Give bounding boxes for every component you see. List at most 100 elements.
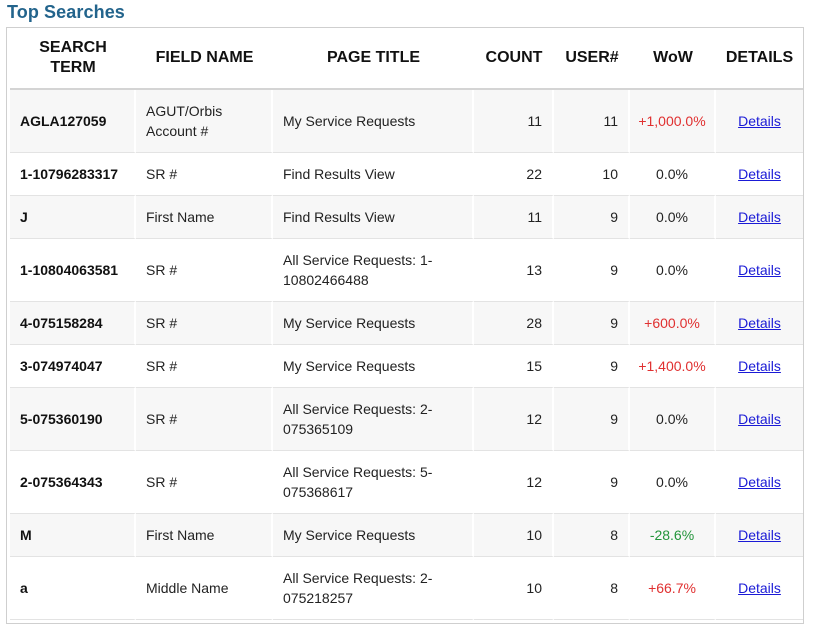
page-title-cell: All Service Requests: 1-10802466488 [273,239,474,302]
wow-cell: 0.0% [630,153,716,196]
details-cell: Details [716,239,803,302]
table-row: M First Name My Service Requests 10 8 -28.6% D… [10,514,803,557]
table-row: 1-10804063581 SR # All Service Requests: 1… [10,239,803,302]
details-cell: Details [716,557,803,620]
field-name-cell: SR # [136,153,273,196]
details-link[interactable]: Details [738,358,781,374]
search-term-cell: 2-075364343 [10,451,136,514]
search-term-cell: 3-074974047 [10,345,136,388]
field-name-cell: SR # [136,302,273,345]
field-name-cell: SR # [136,345,273,388]
wow-cell: +66.7% [630,557,716,620]
wow-cell: +1,000.0% [630,90,716,153]
count-cell: 13 [474,239,554,302]
page-title-cell: All Service Requests: 2-075218257 [273,557,474,620]
wow-cell: +600.0% [630,302,716,345]
details-link[interactable]: Details [738,209,781,225]
details-cell: Details [716,196,803,239]
count-cell: 10 [474,557,554,620]
details-cell: Details [716,153,803,196]
column-header-search-term[interactable]: SEARCH TERM [10,28,136,90]
details-cell: Details [716,451,803,514]
details-link[interactable]: Details [738,527,781,543]
details-cell: Details [716,514,803,557]
page-title-cell: My Service Requests [273,302,474,345]
count-cell: 15 [474,345,554,388]
details-link[interactable]: Details [738,411,781,427]
table-body: AGLA127059 AGUT/Orbis Account # My Service… [10,90,803,620]
users-cell: 11 [554,90,630,153]
count-cell: 12 [474,388,554,451]
table-row: 5-075360190 SR # All Service Requests: 2-0… [10,388,803,451]
users-cell: 8 [554,557,630,620]
page-title-cell: My Service Requests [273,345,474,388]
users-cell: 9 [554,388,630,451]
table-row: 2-075364343 SR # All Service Requests: 5-0… [10,451,803,514]
search-term-cell: a [10,557,136,620]
details-link[interactable]: Details [738,262,781,278]
users-cell: 10 [554,153,630,196]
details-link[interactable]: Details [738,113,781,129]
field-name-cell: Middle Name [136,557,273,620]
details-link[interactable]: Details [738,474,781,490]
search-term-cell: M [10,514,136,557]
field-name-cell: AGUT/Orbis Account # [136,90,273,153]
page-title-cell: My Service Requests [273,90,474,153]
count-cell: 28 [474,302,554,345]
search-term-cell: 1-10804063581 [10,239,136,302]
details-link[interactable]: Details [738,166,781,182]
details-link[interactable]: Details [738,315,781,331]
table-row: AGLA127059 AGUT/Orbis Account # My Service… [10,90,803,153]
wow-cell: 0.0% [630,451,716,514]
search-term-cell: 5-075360190 [10,388,136,451]
column-header-field-name[interactable]: FIELD NAME [136,28,273,90]
column-header-count[interactable]: COUNT [474,28,554,90]
header-row: SEARCH TERM FIELD NAME PAGE TITLE COUNT … [10,28,803,90]
page-title-cell: My Service Requests [273,514,474,557]
field-name-cell: SR # [136,239,273,302]
table-row: 1-10796283317 SR # Find Results View 22 10 0.… [10,153,803,196]
wow-cell: 0.0% [630,196,716,239]
page-title-cell: Find Results View [273,196,474,239]
page-title-cell: All Service Requests: 2-075365109 [273,388,474,451]
page-title-cell: All Service Requests: 5-075368617 [273,451,474,514]
field-name-cell: First Name [136,514,273,557]
details-cell: Details [716,388,803,451]
users-cell: 9 [554,196,630,239]
details-cell: Details [716,345,803,388]
search-term-cell: 1-10796283317 [10,153,136,196]
table-row: J First Name Find Results View 11 9 0.0% Detai… [10,196,803,239]
page-title-cell: Find Results View [273,153,474,196]
search-term-cell: 4-075158284 [10,302,136,345]
users-cell: 9 [554,239,630,302]
wow-cell: 0.0% [630,239,716,302]
details-cell: Details [716,302,803,345]
details-cell: Details [716,90,803,153]
table-row: a Middle Name All Service Requests: 2-0752… [10,557,803,620]
details-link[interactable]: Details [738,580,781,596]
users-cell: 9 [554,451,630,514]
page-title: Top Searches [7,2,125,22]
top-searches-table: SEARCH TERM FIELD NAME PAGE TITLE COUNT … [10,28,803,620]
column-header-users[interactable]: USER# [554,28,630,90]
column-header-page-title[interactable]: PAGE TITLE [273,28,474,90]
wow-cell: -28.6% [630,514,716,557]
table-row: 4-075158284 SR # My Service Requests 28 9 +60… [10,302,803,345]
table-row: 3-074974047 SR # My Service Requests 15 9 +1,… [10,345,803,388]
column-header-wow[interactable]: WoW [630,28,716,90]
users-cell: 8 [554,514,630,557]
count-cell: 22 [474,153,554,196]
count-cell: 10 [474,514,554,557]
field-name-cell: First Name [136,196,273,239]
count-cell: 12 [474,451,554,514]
users-cell: 9 [554,302,630,345]
wow-cell: 0.0% [630,388,716,451]
users-cell: 9 [554,345,630,388]
search-term-cell: AGLA127059 [10,90,136,153]
field-name-cell: SR # [136,451,273,514]
count-cell: 11 [474,196,554,239]
column-header-details[interactable]: DETAILS [716,28,803,90]
top-searches-panel: SEARCH TERM FIELD NAME PAGE TITLE COUNT … [6,27,804,624]
search-term-cell: J [10,196,136,239]
wow-cell: +1,400.0% [630,345,716,388]
